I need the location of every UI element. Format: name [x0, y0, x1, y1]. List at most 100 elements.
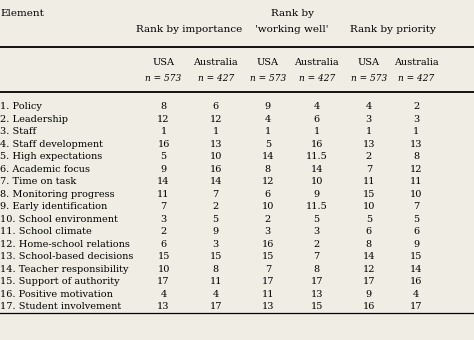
Text: 2: 2	[413, 102, 419, 111]
Text: 4: 4	[264, 115, 271, 123]
Text: 3: 3	[160, 215, 167, 224]
Text: 10: 10	[310, 177, 323, 186]
Text: 9: 9	[314, 190, 319, 199]
Text: USA: USA	[153, 58, 174, 67]
Text: 4: 4	[160, 290, 167, 299]
Text: 12: 12	[210, 115, 222, 123]
Text: 17: 17	[157, 277, 170, 286]
Text: 9: 9	[161, 165, 166, 173]
Text: 7: 7	[212, 190, 219, 199]
Text: 6: 6	[366, 227, 372, 236]
Text: 14: 14	[363, 252, 375, 261]
Text: 10: 10	[410, 190, 422, 199]
Text: 5: 5	[213, 215, 219, 224]
Text: 10. School environment: 10. School environment	[0, 215, 118, 224]
Text: 5: 5	[314, 215, 319, 224]
Text: 6: 6	[161, 240, 166, 249]
Text: 12. Home-school relations: 12. Home-school relations	[0, 240, 130, 249]
Text: 8: 8	[265, 165, 271, 173]
Text: 7: 7	[365, 165, 372, 173]
Text: 16: 16	[157, 139, 170, 149]
Text: 2: 2	[264, 215, 271, 224]
Text: 15: 15	[310, 302, 323, 311]
Text: 14: 14	[157, 177, 170, 186]
Text: 4: 4	[313, 102, 320, 111]
Text: 11: 11	[262, 290, 274, 299]
Text: 3: 3	[212, 240, 219, 249]
Text: 15: 15	[210, 252, 222, 261]
Text: 12: 12	[363, 265, 375, 274]
Text: 4: 4	[413, 290, 419, 299]
Text: 6: 6	[314, 115, 319, 123]
Text: 15: 15	[262, 252, 274, 261]
Text: 10: 10	[210, 152, 222, 161]
Text: 17: 17	[262, 277, 274, 286]
Text: 14. Teacher responsibility: 14. Teacher responsibility	[0, 265, 128, 274]
Text: 4: 4	[212, 290, 219, 299]
Text: 14: 14	[310, 165, 323, 173]
Text: 9. Early identification: 9. Early identification	[0, 202, 107, 211]
Text: 13: 13	[363, 139, 375, 149]
Text: 13: 13	[262, 302, 274, 311]
Text: 5. High expectations: 5. High expectations	[0, 152, 102, 161]
Text: 11.5: 11.5	[306, 202, 328, 211]
Text: 13: 13	[210, 139, 222, 149]
Text: 15: 15	[157, 252, 170, 261]
Text: 16: 16	[310, 139, 323, 149]
Text: 15. Support of authority: 15. Support of authority	[0, 277, 119, 286]
Text: 13. School-based decisions: 13. School-based decisions	[0, 252, 133, 261]
Text: n = 427: n = 427	[198, 74, 234, 83]
Text: 8: 8	[213, 265, 219, 274]
Text: 2: 2	[313, 240, 320, 249]
Text: 10: 10	[262, 202, 274, 211]
Text: 8: 8	[161, 102, 166, 111]
Text: n = 427: n = 427	[299, 74, 335, 83]
Text: Australia: Australia	[394, 58, 438, 67]
Text: n = 573: n = 573	[146, 74, 182, 83]
Text: 17: 17	[410, 302, 422, 311]
Text: 16. Positive motivation: 16. Positive motivation	[0, 290, 113, 299]
Text: USA: USA	[257, 58, 279, 67]
Text: 11.5: 11.5	[306, 152, 328, 161]
Text: 3: 3	[413, 115, 419, 123]
Text: 2: 2	[212, 202, 219, 211]
Text: 17: 17	[363, 277, 375, 286]
Text: n = 427: n = 427	[398, 74, 434, 83]
Text: 8. Monitoring progress: 8. Monitoring progress	[0, 190, 115, 199]
Text: 16: 16	[363, 302, 375, 311]
Text: 1: 1	[365, 127, 372, 136]
Text: n = 573: n = 573	[351, 74, 387, 83]
Text: 5: 5	[161, 152, 166, 161]
Text: 5: 5	[366, 215, 372, 224]
Text: 1: 1	[313, 127, 320, 136]
Text: 14: 14	[410, 265, 422, 274]
Text: 13: 13	[310, 290, 323, 299]
Text: 2: 2	[365, 152, 372, 161]
Text: 13: 13	[157, 302, 170, 311]
Text: Rank by priority: Rank by priority	[349, 26, 436, 34]
Text: USA: USA	[358, 58, 380, 67]
Text: 8: 8	[314, 265, 319, 274]
Text: 12: 12	[410, 165, 422, 173]
Text: Element: Element	[0, 8, 44, 17]
Text: 11: 11	[363, 177, 375, 186]
Text: 3: 3	[313, 227, 320, 236]
Text: 16: 16	[410, 277, 422, 286]
Text: 7: 7	[160, 202, 167, 211]
Text: 8: 8	[366, 240, 372, 249]
Text: 7: 7	[264, 265, 271, 274]
Text: 17: 17	[310, 277, 323, 286]
Text: 9: 9	[213, 227, 219, 236]
Text: 12: 12	[262, 177, 274, 186]
Text: 16: 16	[262, 240, 274, 249]
Text: 4: 4	[365, 102, 372, 111]
Text: 2: 2	[160, 227, 167, 236]
Text: 7: 7	[413, 202, 419, 211]
Text: 6. Academic focus: 6. Academic focus	[0, 165, 90, 173]
Text: 8: 8	[413, 152, 419, 161]
Text: Australia: Australia	[294, 58, 339, 67]
Text: 10: 10	[363, 202, 375, 211]
Text: 5: 5	[413, 215, 419, 224]
Text: 3: 3	[264, 227, 271, 236]
Text: 11. School climate: 11. School climate	[0, 227, 92, 236]
